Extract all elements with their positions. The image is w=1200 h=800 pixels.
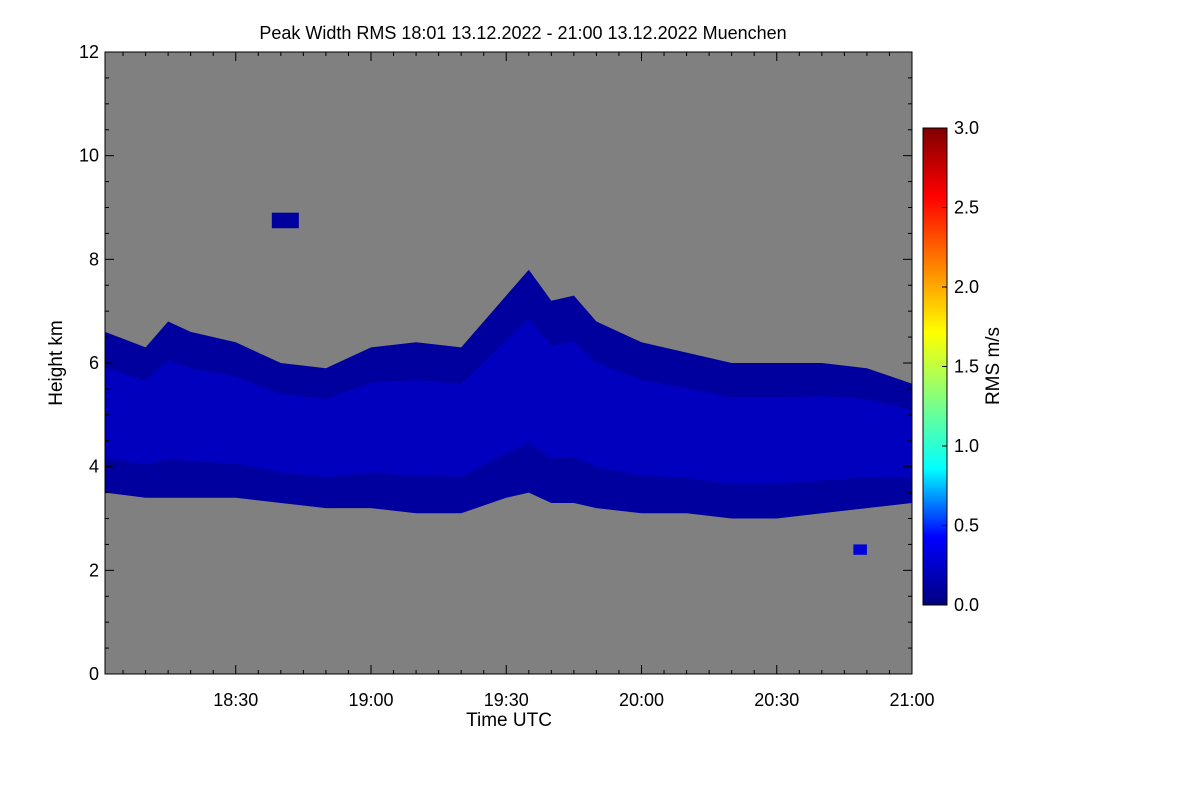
y-tick-label: 4 [89, 457, 99, 477]
cloud-layer-core [105, 318, 912, 485]
colorbar-tick-label: 1.5 [954, 357, 979, 377]
x-axis-title: Time UTC [466, 710, 552, 731]
colorbar-tick-label: 3.0 [954, 118, 979, 138]
colorbar-tick-label: 0.0 [954, 595, 979, 615]
data-layer [105, 212, 912, 555]
colorbar: 0.0 0.5 1.0 1.5 2.0 2.5 3.0 RMS m/s [922, 118, 1004, 615]
y-axis-title: Height km [46, 320, 67, 406]
colorbar-tick-label: 2.5 [954, 198, 979, 218]
x-tick-label: 21:00 [889, 690, 934, 710]
x-tick-label: 20:30 [754, 690, 799, 710]
x-tick-label: 19:00 [348, 690, 393, 710]
colorbar-tick-label: 1.0 [954, 436, 979, 456]
minor-echo [853, 544, 867, 555]
x-tick-label: 19:30 [484, 690, 529, 710]
x-axis: 18:30 19:00 19:30 20:00 20:30 21:00 [122, 52, 935, 710]
chart-title: Peak Width RMS 18:01 13.12.2022 - 21:00 … [259, 23, 786, 43]
y-tick-label: 6 [89, 353, 99, 373]
y-tick-label: 10 [79, 146, 99, 166]
x-tick-label: 20:00 [619, 690, 664, 710]
colorbar-ticks: 0.0 0.5 1.0 1.5 2.0 2.5 3.0 [942, 118, 979, 615]
colorbar-tick-label: 0.5 [954, 516, 979, 536]
minor-echo [271, 212, 299, 229]
y-tick-label: 8 [89, 249, 99, 269]
y-tick-label: 2 [89, 560, 99, 580]
colorbar-tick-label: 2.0 [954, 277, 979, 297]
y-tick-label: 0 [89, 664, 99, 684]
plot-area [104, 51, 913, 675]
y-tick-label: 12 [79, 42, 99, 62]
x-tick-label: 18:30 [213, 690, 258, 710]
y-axis: 0 2 4 6 8 10 12 [79, 42, 912, 684]
colorbar-title: RMS m/s [983, 327, 1004, 405]
